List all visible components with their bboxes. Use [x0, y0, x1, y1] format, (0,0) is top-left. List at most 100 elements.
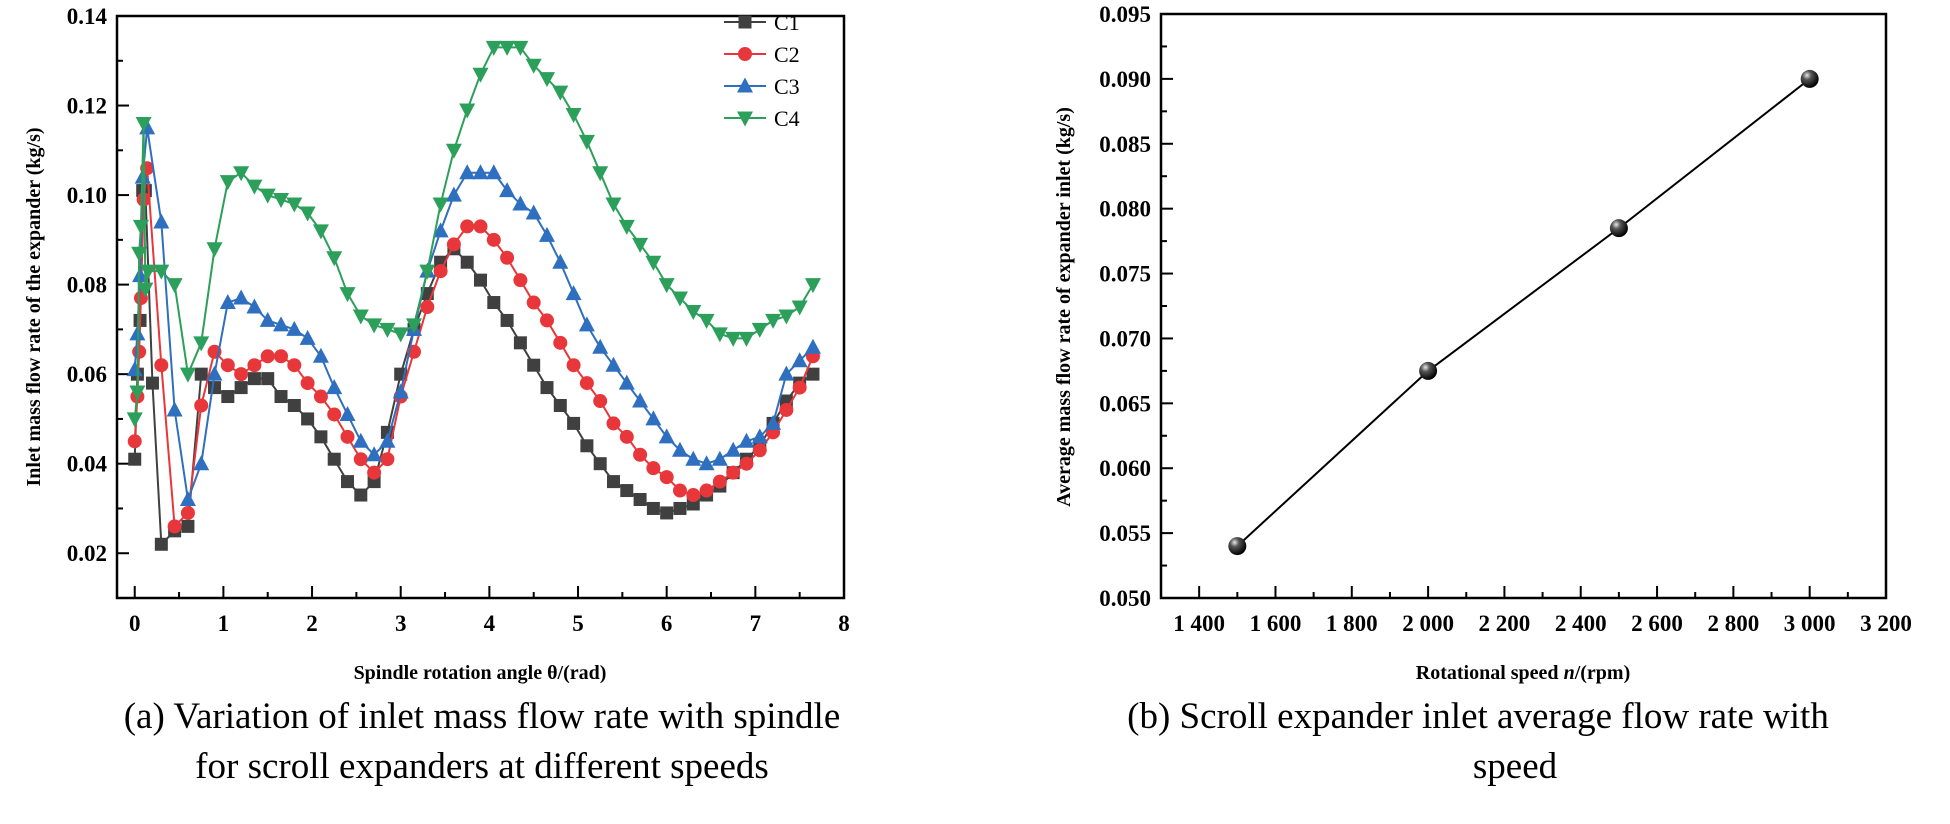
- chart-a-point-c2: [699, 483, 714, 498]
- chart-a-point-c1: [806, 367, 820, 381]
- chart-a-point-c3: [286, 320, 303, 336]
- chart-b-x-tick-label: 2 400: [1555, 611, 1607, 636]
- chart-a-point-c1: [154, 537, 168, 551]
- chart-a-point-c2: [593, 394, 608, 409]
- chart-a-point-c1: [194, 367, 208, 381]
- chart-a-point-c4: [751, 322, 768, 338]
- chart-a-point-c2: [553, 335, 568, 350]
- chart-a-point-c3: [193, 455, 210, 471]
- chart-a-point-c3: [179, 491, 196, 507]
- legend-label-c2: C2: [774, 42, 800, 67]
- chart-a-point-c4: [233, 166, 250, 182]
- chart-a-point-c3: [605, 356, 622, 372]
- chart-a-y-axis-title: Inlet mass flow rate of the expander (kg…: [23, 127, 45, 486]
- chart-a-point-c2: [500, 250, 515, 265]
- chart-a-point-c3: [126, 361, 143, 377]
- chart-a-point-c2: [327, 407, 342, 422]
- chart-a-point-c1: [620, 484, 634, 498]
- chart-a-point-c1: [673, 501, 687, 515]
- chart-a-point-c4: [392, 327, 409, 343]
- chart-a-point-c3: [259, 311, 276, 327]
- chart-a-point-c4: [711, 327, 728, 343]
- chart-a-point-c1: [487, 296, 501, 310]
- chart-a-point-c2: [194, 398, 209, 413]
- chart-a-point-c2: [433, 264, 448, 279]
- chart-a-point-c4: [126, 412, 143, 428]
- chart-a-point-c4: [419, 264, 436, 280]
- chart-a-point-c4: [645, 255, 662, 271]
- chart-a-point-c2: [712, 474, 727, 489]
- chart-a-point-c3: [326, 379, 343, 395]
- chart-a-point-c2: [579, 376, 594, 391]
- chart-b-y-axis-title: Average mass flow rate of expander inlet…: [1053, 107, 1075, 507]
- chart-a-point-c4: [552, 85, 569, 101]
- chart-a-point-c2: [606, 416, 621, 431]
- chart-b-y-tick-label: 0.095: [1099, 2, 1151, 27]
- legend-marker-c4: [737, 111, 753, 127]
- chart-b-y-tick-label: 0.065: [1099, 391, 1151, 416]
- chart-a-point-c4: [485, 40, 502, 56]
- chart-a-point-c1: [553, 398, 567, 412]
- chart-a-point-c4: [326, 251, 343, 267]
- chart-a-point-c4: [135, 116, 152, 132]
- x-title-suffix: /(rpm): [1574, 662, 1631, 684]
- chart-a-point-c4: [472, 67, 489, 83]
- chart-a-point-c2: [167, 519, 182, 534]
- chart-a-point-c2: [726, 465, 741, 480]
- chart-a-point-c1: [128, 452, 142, 466]
- chart-a-point-c2: [526, 295, 541, 310]
- chart-a-point-c2: [127, 434, 142, 449]
- chart-a-x-tick-label: 0: [129, 611, 141, 636]
- chart-a-series-c3: [126, 119, 821, 507]
- chart-a-point-c4: [804, 278, 821, 294]
- chart-a-point-c4: [366, 318, 383, 334]
- chart-a-x-tick-label: 7: [750, 611, 762, 636]
- chart-b-y-tick-label: 0.060: [1099, 456, 1151, 481]
- chart-a-point-c2: [739, 456, 754, 471]
- chart-a-point-c1: [633, 493, 647, 507]
- chart-a-point-c3: [765, 414, 782, 430]
- chart-b-x-tick-label: 2 800: [1707, 611, 1759, 636]
- chart-a-x-tick-label: 8: [838, 611, 850, 636]
- chart-a-point-c3: [273, 316, 290, 332]
- chart-a-point-c4: [432, 197, 449, 213]
- chart-b-y-tick-label: 0.050: [1099, 586, 1151, 611]
- chart-a-point-c1: [513, 336, 527, 350]
- chart-a-point-c3: [392, 383, 409, 399]
- chart-a-point-c1: [208, 381, 222, 395]
- chart-a-point-c4: [618, 219, 635, 235]
- chart-a-point-c3: [206, 365, 223, 381]
- chart-a-point-c2: [460, 219, 475, 234]
- chart-a-x-tick-label: 2: [306, 611, 318, 636]
- chart-a-plot-frame: [115, 14, 846, 600]
- chart-a-point-c4: [538, 72, 555, 88]
- chart-a-point-c1: [247, 372, 261, 386]
- chart-a-point-c3: [339, 405, 356, 421]
- chart-a-legend: C1 C2 C3 C4: [724, 10, 800, 131]
- chart-a-point-c4: [312, 224, 329, 240]
- legend-marker-c1: [738, 15, 752, 29]
- chart-b-y-tick-label: 0.075: [1099, 262, 1151, 287]
- chart-a-point-c3: [685, 450, 702, 466]
- chart-a-series-c2: [127, 161, 820, 534]
- chart-a-point-c4: [725, 331, 742, 347]
- chart-b-x-tick-label: 2 600: [1631, 611, 1683, 636]
- chart-a-point-c2: [313, 389, 328, 404]
- chart-a-point-c3: [233, 289, 250, 305]
- chart-a-point-c2: [287, 358, 302, 373]
- chart-a-point-c1: [527, 358, 541, 372]
- chart-a-point-c1: [660, 506, 674, 520]
- chart-a-point-c1: [593, 457, 607, 471]
- chart-a-point-c3: [153, 213, 170, 229]
- caption-a-line2: for scroll expanders at different speeds: [195, 746, 769, 787]
- chart-a-x-tick-label: 1: [218, 611, 230, 636]
- chart-a-point-c1: [606, 475, 620, 489]
- chart-a-point-c1: [261, 372, 275, 386]
- chart-a-point-c3: [565, 285, 582, 301]
- chart-a-point-c2: [672, 483, 687, 498]
- chart-a-point-c3: [552, 253, 569, 269]
- chart-a-point-c4: [131, 246, 148, 262]
- chart-a-point-c2: [779, 402, 794, 417]
- chart-a-point-c1: [354, 488, 368, 502]
